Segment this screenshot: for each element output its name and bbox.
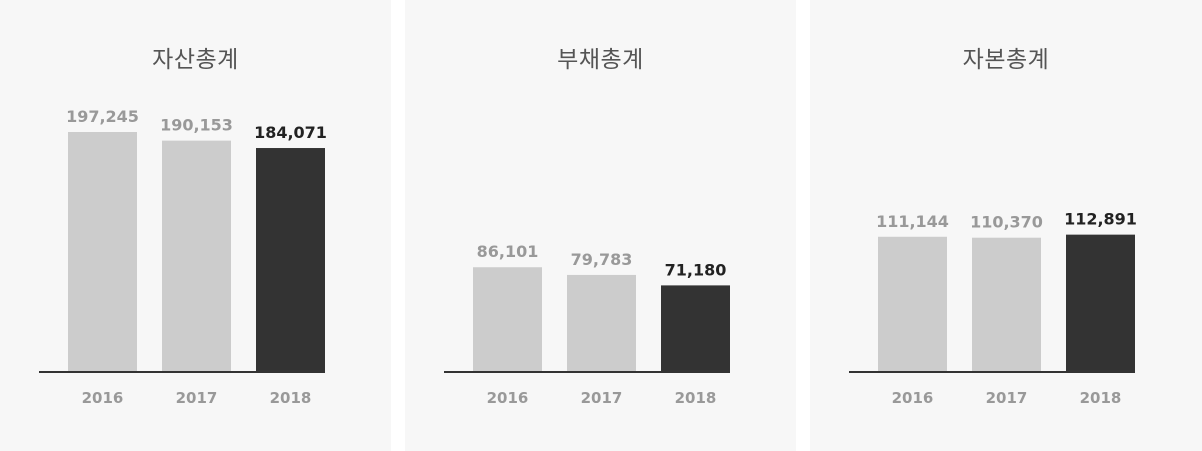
x-tick-label: 2016 [487,389,529,407]
bar-2018 [661,285,730,372]
x-tick-label: 2018 [270,389,312,407]
bar-value-label: 197,245 [66,107,139,126]
bar-value-label: 71,180 [665,260,727,279]
bar-2018 [1066,234,1135,372]
x-tick-label: 2018 [675,389,717,407]
bar-value-label: 184,071 [254,123,327,142]
chart-title: 자산총계 [152,47,239,73]
bar-2016 [68,132,137,372]
chart-panel-assets: 자산총계 197,245 2016 190,153 2017 184,071 2018 [0,0,391,451]
chart-panel-equity: 자본총계 111,144 2016 110,370 2017 112,891 2018 [810,0,1202,451]
x-tick-label: 2016 [892,389,934,407]
bar-chart-assets: 197,245 2016 190,153 2017 184,071 2018 [39,107,327,407]
bar-2018 [256,148,325,372]
bar-value-label: 110,370 [970,213,1043,232]
chart-title: 자본총계 [962,47,1050,73]
x-tick-label: 2016 [82,389,124,407]
bar-chart-liabilities: 86,101 2016 79,783 2017 71,180 2018 [444,242,730,407]
x-tick-label: 2017 [581,389,623,407]
bar-2017 [567,274,636,372]
bar-value-label: 190,153 [160,116,233,135]
chart-title: 부채총계 [557,47,644,73]
bar-2016 [473,267,542,372]
bar-value-label: 79,783 [571,250,633,269]
bar-value-label: 112,891 [1064,210,1137,229]
bar-value-label: 111,144 [876,212,949,231]
chart-panel-liabilities: 부채총계 86,101 2016 79,783 2017 71,180 2018 [405,0,796,451]
bar-2017 [972,237,1041,372]
bar-value-label: 86,101 [477,242,539,261]
bar-chart-equity: 111,144 2016 110,370 2017 112,891 2018 [849,210,1137,407]
bar-2017 [162,140,231,372]
bar-2016 [878,236,947,372]
x-tick-label: 2018 [1080,389,1122,407]
x-tick-label: 2017 [986,389,1028,407]
x-tick-label: 2017 [176,389,218,407]
